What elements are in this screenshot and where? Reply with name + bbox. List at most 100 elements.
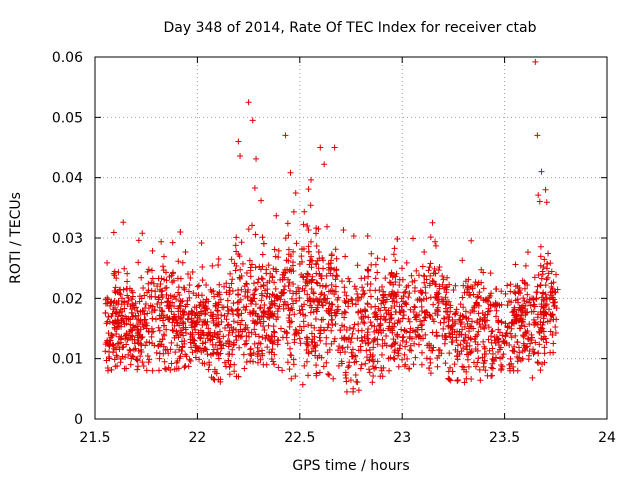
- data-point: [460, 366, 467, 373]
- data-point: [257, 356, 264, 363]
- data-point: [159, 336, 166, 343]
- data-point: [143, 325, 150, 332]
- data-point: [316, 255, 323, 262]
- data-point: [247, 351, 254, 358]
- data-point: [182, 362, 189, 369]
- data-point: [388, 269, 395, 276]
- data-point: [312, 260, 319, 267]
- data-point: [331, 144, 338, 151]
- data-point: [180, 312, 187, 319]
- data-point: [108, 298, 115, 305]
- data-point: [326, 310, 333, 317]
- data-point: [399, 337, 406, 344]
- data-point: [529, 334, 536, 341]
- data-point: [276, 303, 283, 310]
- data-point: [527, 302, 534, 309]
- data-point: [296, 261, 303, 268]
- data-point: [290, 208, 297, 215]
- data-point: [156, 327, 163, 334]
- data-point: [257, 283, 264, 290]
- data-point: [210, 288, 217, 295]
- data-point: [257, 266, 264, 273]
- data-point: [235, 251, 242, 258]
- data-point: [186, 356, 193, 363]
- data-point: [242, 307, 249, 314]
- data-point: [139, 359, 146, 366]
- data-point: [215, 331, 222, 338]
- data-point: [527, 340, 534, 347]
- data-point: [472, 279, 479, 286]
- data-point: [221, 283, 228, 290]
- data-point: [326, 346, 333, 353]
- data-point: [406, 318, 413, 325]
- data-point: [316, 369, 323, 376]
- data-point: [193, 304, 200, 311]
- data-point: [184, 301, 191, 308]
- data-point: [349, 346, 356, 353]
- data-point: [133, 323, 140, 330]
- data-point: [229, 346, 236, 353]
- data-point: [225, 343, 232, 350]
- data-point: [257, 320, 264, 327]
- data-point: [249, 117, 256, 124]
- data-point: [408, 272, 415, 279]
- data-point: [345, 364, 352, 371]
- data-point: [498, 365, 505, 372]
- x-axis-label: GPS time / hours: [292, 458, 409, 474]
- data-point: [313, 279, 320, 286]
- data-point: [228, 306, 235, 313]
- data-point: [408, 347, 415, 354]
- data-point: [480, 360, 487, 367]
- data-point: [495, 342, 502, 349]
- data-point: [304, 297, 311, 304]
- data-point: [118, 319, 125, 326]
- data-point: [544, 274, 551, 281]
- data-point: [341, 334, 348, 341]
- data-point: [265, 262, 272, 269]
- data-point: [113, 344, 120, 351]
- data-point: [226, 371, 233, 378]
- data-point: [378, 367, 385, 374]
- data-point: [138, 349, 145, 356]
- data-point: [282, 132, 289, 139]
- data-point: [137, 326, 144, 333]
- data-point: [377, 307, 384, 314]
- data-point: [229, 276, 236, 283]
- data-point: [323, 359, 330, 366]
- data-point: [430, 278, 437, 285]
- data-point: [512, 332, 519, 339]
- data-point: [244, 289, 251, 296]
- data-point: [304, 341, 311, 348]
- data-point: [321, 161, 328, 168]
- data-point: [266, 294, 273, 301]
- data-point: [215, 291, 222, 298]
- data-point: [259, 292, 266, 299]
- data-point: [168, 360, 175, 367]
- data-point: [338, 360, 345, 367]
- x-tick-label: 21.5: [79, 430, 110, 446]
- data-point: [354, 291, 361, 298]
- data-point: [140, 362, 147, 369]
- data-point: [398, 326, 405, 333]
- data-point: [337, 327, 344, 334]
- data-point: [320, 316, 327, 323]
- data-point: [429, 219, 436, 226]
- data-point: [432, 270, 439, 277]
- data-point: [474, 331, 481, 338]
- data-point: [174, 275, 181, 282]
- data-point: [192, 326, 199, 333]
- data-point: [445, 375, 452, 382]
- data-point: [336, 343, 343, 350]
- data-point: [153, 349, 160, 356]
- data-point: [296, 307, 303, 314]
- data-point: [217, 350, 224, 357]
- data-point: [496, 329, 503, 336]
- data-point: [224, 322, 231, 329]
- data-point: [333, 255, 340, 262]
- data-point: [520, 340, 527, 347]
- data-point: [514, 338, 521, 345]
- data-point: [371, 365, 378, 372]
- data-point: [423, 295, 430, 302]
- data-point: [475, 279, 482, 286]
- data-point: [390, 336, 397, 343]
